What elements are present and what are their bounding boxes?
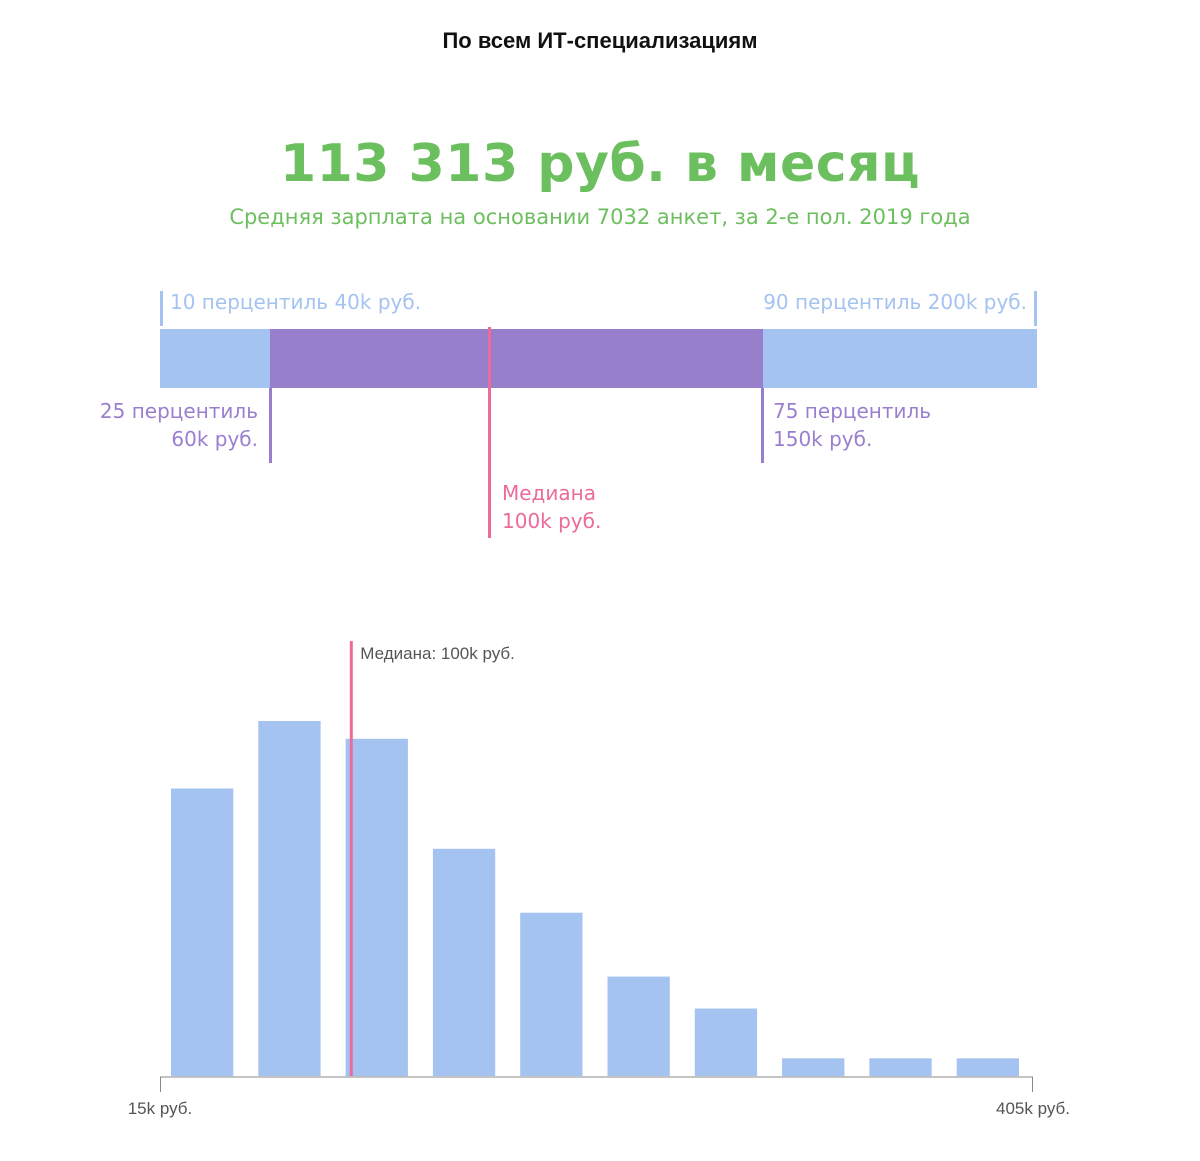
p75-tick [761, 388, 764, 463]
page-title: По всем ИТ-специализациям [442, 28, 758, 53]
histogram-median-line [349, 641, 353, 1076]
p25-tick [269, 388, 272, 463]
histogram-bar-5 [520, 912, 583, 1076]
histogram-bar-3 [345, 738, 408, 1077]
histogram-bar-2 [258, 721, 321, 1076]
histogram-bar-1 [171, 788, 234, 1077]
histogram-bar-4 [432, 848, 496, 1076]
median-line [488, 327, 491, 538]
histogram-bar-7 [694, 1008, 758, 1076]
p25-label-line1: 25 перцентиль [99, 399, 258, 423]
p10-label: 10 перцентиль 40k руб. [170, 290, 422, 314]
p25-label: 25 перцентиль 60k руб. [100, 397, 258, 453]
x-tick-label-end: 405k руб. [996, 1099, 1070, 1118]
histogram-bar-8 [782, 1058, 845, 1077]
average-salary-value: 113 313 руб. в месяц [279, 134, 921, 194]
histogram-bar-10 [956, 1058, 1019, 1077]
histogram-bar-6 [607, 976, 670, 1076]
p75-label: 75 перцентиль 150k руб. [773, 397, 931, 453]
p90-tick [1034, 291, 1037, 326]
p75-label-line2: 150k руб. [773, 427, 873, 451]
average-salary-caption: Средняя зарплата на основании 7032 анкет… [229, 205, 971, 229]
p10-tick [160, 291, 163, 326]
p90-label: 90 перцентиль 200k руб. [763, 290, 1027, 314]
p25-label-line2: 60k руб. [171, 427, 258, 451]
p25-p75-range [270, 329, 763, 388]
histogram-median-label: Медиана: 100k руб. [360, 644, 515, 663]
histogram-bar-9 [869, 1058, 932, 1077]
percentile-bar: 10 перцентиль 40k руб. 90 перцентиль 200… [100, 290, 1037, 541]
median-label: Медиана 100k руб. [502, 479, 601, 535]
median-label-line2: 100k руб. [502, 509, 602, 533]
x-tick-label-start: 15k руб. [128, 1099, 193, 1118]
p75-label-line1: 75 перцентиль [773, 399, 932, 423]
median-label-line1: Медиана [502, 481, 596, 505]
